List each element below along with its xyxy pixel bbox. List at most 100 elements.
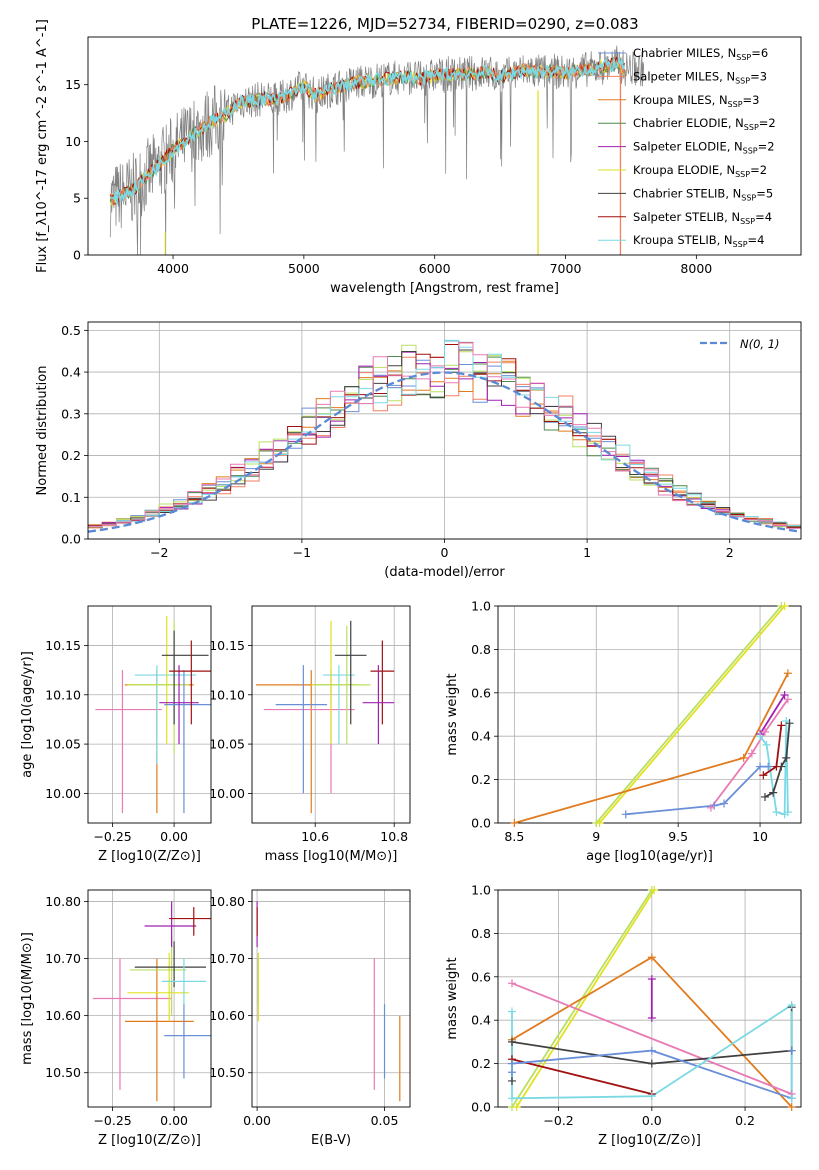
weight-line: [710, 698, 789, 809]
y-tick-label: 0.4: [471, 1013, 491, 1028]
x-axis-label: Z [log10(Z/Z⊙)]: [98, 849, 201, 864]
y-axis-label: age [log10(age/yr)]: [20, 651, 35, 778]
y-tick-label: 10.00: [45, 786, 81, 801]
histogram-series: [88, 342, 801, 531]
data-point: [169, 907, 211, 936]
weight-marker: [769, 788, 778, 797]
weight-marker: [782, 753, 791, 762]
x-tick-label: 0.0: [642, 1113, 662, 1128]
x-tick-label: 2: [726, 545, 734, 560]
data-point: [161, 958, 207, 1005]
data-point: [129, 935, 187, 1016]
data-point: [370, 640, 395, 725]
y-tick-label: 10.80: [209, 894, 245, 909]
y-tick-label: 0.0: [61, 532, 81, 547]
legend-entry: Chabrier ELODIE, NSSP=2: [633, 116, 776, 132]
plot-area: [514, 606, 791, 823]
y-tick-label: 10.15: [209, 638, 245, 653]
legend-entry: Kroupa MILES, NSSP=3: [633, 93, 759, 109]
y-tick-label: 0: [73, 248, 81, 263]
data-point: [169, 640, 211, 725]
x-tick-label: 6000: [419, 261, 451, 276]
chart-mass-vs-Z: −0.25 0.00 10.50 10.60 10.70 10.80 Z [log10(Z/…: [20, 889, 212, 1148]
weight-marker: [783, 695, 792, 704]
axes-frame: [251, 889, 411, 1108]
x-axis-label: age [log10(age/yr)]: [586, 849, 713, 864]
x-tick-label: 1: [583, 545, 591, 560]
weight-marker: [772, 808, 781, 817]
y-tick-label: 10.05: [209, 737, 245, 752]
weight-marker: [507, 1007, 516, 1016]
chart-age-vs-mass: 10.6 10.8 10.00 10.05 10.10 10.15 mass [log10(…: [209, 605, 411, 864]
y-tick-label: 10.05: [45, 737, 81, 752]
axes-frame: [87, 36, 802, 256]
plot-area: [109, 45, 645, 255]
weight-marker: [787, 1094, 796, 1103]
y-tick-label: 0.0: [471, 816, 491, 831]
weight-marker: [739, 753, 748, 762]
y-tick-label: 10.70: [45, 951, 81, 966]
y-tick-label: 10.50: [209, 1065, 245, 1080]
y-axis-label: mass [log10(M/M⊙)]: [20, 932, 35, 1065]
chart-residuals: −2 −1 0 1 2 0.0 0.1 0.2 0.3 0.4 0.5 (data-model)/er…: [35, 321, 802, 580]
weight-marker: [647, 953, 656, 962]
weight-marker: [777, 721, 786, 730]
x-tick-label: −0.25: [93, 1113, 131, 1128]
weight-marker: [787, 1046, 796, 1055]
x-tick-label: 7000: [550, 261, 582, 276]
data-point: [134, 941, 207, 988]
x-tick-label: 0: [441, 545, 449, 560]
x-tick-label: 0.05: [371, 1113, 399, 1128]
weight-marker: [783, 669, 792, 678]
axes-frame: [251, 605, 411, 824]
y-tick-label: 10.10: [209, 687, 245, 702]
x-tick-label: −2: [150, 545, 168, 560]
y-tick-label: 1.0: [471, 883, 491, 898]
weight-marker: [647, 1014, 656, 1023]
weight-marker: [507, 1068, 516, 1077]
axes-frame: [87, 889, 212, 1108]
weight-marker: [510, 819, 519, 827]
axes-frame: [497, 605, 802, 824]
plot-area: [88, 339, 801, 533]
weight-marker: [650, 886, 659, 894]
weight-marker: [756, 762, 765, 771]
y-axis-label: Flux [f_λ10^-17 erg cm^-2 s^-1 A^-1]: [35, 19, 50, 273]
x-tick-label: 4000: [157, 261, 189, 276]
data-point: [127, 952, 189, 1022]
chart-mass-vs-ebv: 0.00 0.05 10.50 10.60 10.70 10.80 E(B-V): [209, 889, 411, 1148]
data-point: [161, 630, 209, 725]
x-tick-label: 10.8: [380, 829, 408, 844]
weight-marker: [706, 803, 715, 812]
weight-line: [515, 890, 655, 1107]
data-point: [129, 620, 187, 754]
figure-title: PLATE=1226, MJD=52734, FIBERID=0290, z=0…: [251, 15, 638, 33]
data-point: [127, 615, 189, 745]
x-tick-label: 9.5: [668, 829, 688, 844]
data-point: [275, 665, 328, 794]
y-tick-label: 10.80: [45, 894, 81, 909]
data-point: [134, 665, 197, 764]
legend-entry: Salpeter STELIB, NSSP=4: [633, 210, 772, 226]
y-tick-label: 0.3: [61, 406, 81, 421]
legend-entry: Chabrier MILES, NSSP=6: [633, 46, 768, 62]
y-tick-label: 0.5: [61, 323, 81, 338]
plot-area: [95, 615, 211, 814]
weight-marker: [720, 799, 729, 808]
y-tick-label: 0.8: [471, 926, 491, 941]
y-tick-label: 0.2: [471, 772, 491, 787]
x-tick-label: 10.6: [301, 829, 329, 844]
weight-line: [595, 606, 782, 823]
y-tick-label: 0.0: [471, 1100, 491, 1115]
y-tick-label: 0.2: [471, 1056, 491, 1071]
x-axis-label: Z [log10(Z/Z⊙)]: [598, 1133, 701, 1148]
weight-marker: [507, 1059, 516, 1068]
y-tick-label: 0.6: [471, 685, 491, 700]
weight-marker: [507, 1076, 516, 1085]
x-tick-label: 0.2: [735, 1113, 755, 1128]
plot-area: [256, 901, 401, 1102]
x-axis-label: Z [log10(Z/Z⊙)]: [98, 1133, 201, 1148]
x-tick-label: 0.00: [243, 1113, 271, 1128]
weight-marker: [647, 1046, 656, 1055]
x-axis-label: mass [log10(M/M⊙)]: [265, 849, 398, 864]
